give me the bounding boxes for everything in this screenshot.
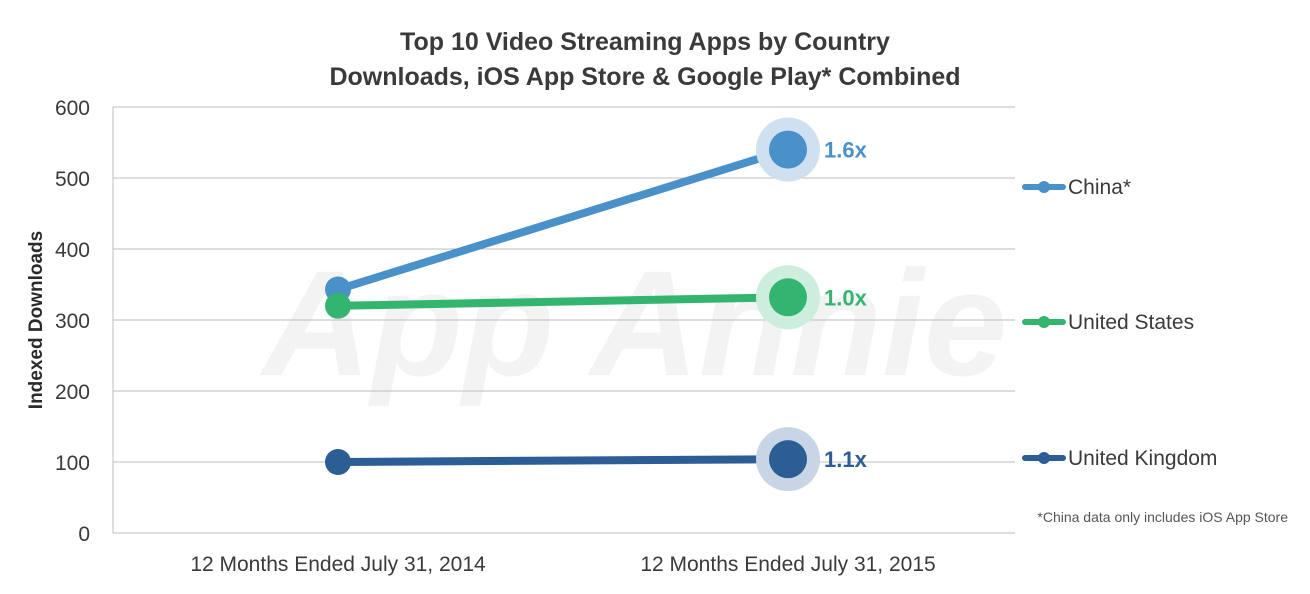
y-tick-label: 100 — [55, 452, 90, 475]
y-tick-label: 400 — [55, 239, 90, 262]
growth-label-united-states: 1.0x — [824, 285, 868, 310]
data-point-china-2015 — [769, 130, 807, 169]
legend-marker-china — [1038, 181, 1050, 193]
footnote: *China data only includes iOS App Store — [1037, 509, 1288, 525]
growth-label-china: 1.6x — [824, 138, 868, 163]
data-point-united-kingdom-2015 — [769, 440, 807, 479]
series-line-united-states — [334, 293, 792, 310]
legend-label-united-kingdom: United Kingdom — [1068, 447, 1217, 470]
data-point-united-states-2015 — [769, 278, 807, 317]
y-tick-label: 500 — [55, 168, 90, 191]
x-tick-label: 12 Months Ended July 31, 2014 — [190, 553, 486, 576]
series-line-china — [334, 145, 792, 294]
y-axis-label: Indexed Downloads — [26, 231, 47, 409]
legend-label-united-states: United States — [1068, 311, 1194, 334]
y-tick-label: 300 — [55, 310, 90, 333]
y-tick-label: 0 — [78, 523, 90, 546]
growth-label-united-kingdom: 1.1x — [824, 447, 868, 472]
data-point-united-states-2014 — [325, 292, 351, 319]
chart-title-line-2: Downloads, iOS App Store & Google Play* … — [329, 63, 960, 91]
data-point-united-kingdom-2014 — [325, 449, 351, 475]
series-line-united-kingdom — [334, 455, 792, 466]
legend-marker-united-states — [1038, 316, 1050, 328]
legend-label-china: China* — [1068, 176, 1131, 199]
legend-marker-united-kingdom — [1038, 452, 1050, 464]
y-tick-label: 600 — [55, 97, 90, 120]
x-tick-label: 12 Months Ended July 31, 2015 — [640, 553, 935, 576]
watermark-text: App Annie — [259, 239, 1007, 407]
y-tick-label: 200 — [55, 381, 90, 404]
chart-title-line-1: Top 10 Video Streaming Apps by Country — [400, 28, 890, 56]
